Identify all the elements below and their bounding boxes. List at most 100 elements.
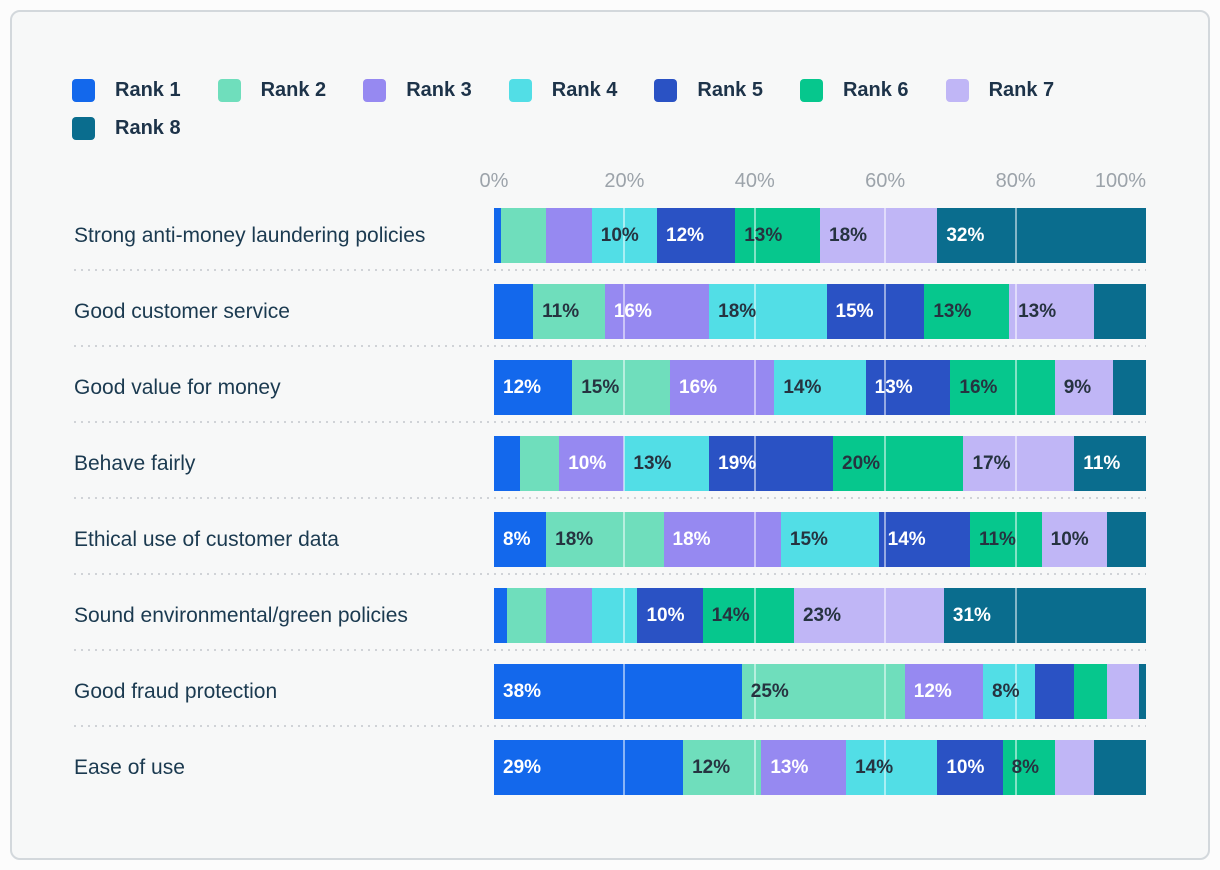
segment-value-label: 29%: [503, 756, 542, 778]
bar-segment-rank-8: [1106, 512, 1146, 567]
bar-segment-rank-6: 14%: [702, 588, 794, 643]
bar-segment-rank-3: 16%: [670, 360, 775, 415]
gridline: [753, 284, 756, 339]
bar-segment-rank-7: 23%: [793, 588, 944, 643]
bar-segment-rank-6: 16%: [950, 360, 1055, 415]
gridline: [1014, 284, 1017, 339]
bar-segment-rank-5: 19%: [709, 436, 834, 491]
segment-value-label: 12%: [692, 756, 731, 778]
segment-value-label: 8%: [1011, 756, 1040, 778]
segment-value-label: 10%: [1050, 528, 1089, 550]
chart-row: Ease of use 29% 12% 13% 14% 10% 8%: [0, 737, 1220, 813]
bar-segment-rank-4: [591, 588, 638, 643]
legend-label: Rank 6: [842, 78, 909, 101]
bar-segment-rank-8: [1093, 284, 1146, 339]
stacked-bar: 12% 15% 16% 14% 13% 16% 9%: [494, 360, 1146, 415]
category-label: Ethical use of customer data: [74, 527, 339, 551]
category-label: Good fraud protection: [74, 679, 278, 703]
bar-segment-rank-2: [500, 208, 547, 263]
bar-segment-rank-2: 12%: [683, 740, 762, 795]
gridline: [884, 740, 887, 795]
bar-segment-rank-4: 13%: [624, 436, 710, 491]
segment-value-label: 15%: [835, 300, 874, 322]
bar-segment-rank-6: 11%: [969, 512, 1042, 567]
bar-segment-rank-6: 13%: [924, 284, 1010, 339]
category-label: Behave fairly: [74, 451, 196, 475]
gridline: [884, 588, 887, 643]
bar-segment-rank-2: 18%: [546, 512, 664, 567]
segment-value-label: 8%: [992, 680, 1020, 702]
gridline: [884, 512, 887, 567]
gridline: [623, 588, 626, 643]
bar-segment-rank-5: 10%: [637, 588, 703, 643]
legend-swatch-icon: [363, 78, 387, 102]
stacked-bar: 8% 18% 18% 15% 14% 11% 10%: [494, 512, 1146, 567]
axis-tick-label: 60%: [865, 170, 906, 192]
category-label: Good customer service: [74, 299, 290, 323]
gridline: [1014, 512, 1017, 567]
bar-segment-rank-5: 10%: [937, 740, 1003, 795]
segment-value-label: 18%: [718, 300, 757, 322]
stacked-bar: 38% 25% 12% 8%: [494, 664, 1146, 719]
bar-segment-rank-7: 10%: [1041, 512, 1107, 567]
bar-segment-rank-3: [546, 588, 592, 643]
legend: Rank 1 Rank 2 Rank 3 Rank 4 Rank 5 Rank 6 Rank…: [72, 78, 1152, 140]
segment-value-label: 13%: [1018, 300, 1057, 322]
stacked-bar: 29% 12% 13% 14% 10% 8%: [494, 740, 1146, 795]
segment-value-label: 31%: [952, 604, 991, 626]
bar-segment-rank-7: 13%: [1009, 284, 1094, 339]
segment-value-label: 12%: [913, 680, 952, 702]
bar-segment-rank-1: 8%: [494, 512, 547, 567]
bar-segment-rank-8: 11%: [1074, 436, 1146, 491]
segment-value-label: 16%: [959, 376, 998, 398]
bar-segment-rank-4: 14%: [774, 360, 866, 415]
legend-swatch-icon: [72, 78, 95, 102]
bar-segment-rank-1: [494, 284, 534, 339]
segment-value-label: 8%: [503, 528, 531, 550]
segment-value-label: 14%: [855, 756, 894, 778]
bar-segment-rank-6: 8%: [1002, 740, 1055, 795]
legend-item-rank-4: Rank 4: [508, 78, 617, 102]
legend-label: Rank 1: [115, 78, 181, 101]
axis-tick-label: 40%: [734, 170, 775, 192]
legend-item-rank-1: Rank 1: [72, 78, 181, 102]
bar-segment-rank-7: 17%: [963, 436, 1075, 491]
bar-segment-rank-8: 32%: [937, 208, 1146, 263]
legend-item-rank-3: Rank 3: [363, 78, 472, 102]
bar-segment-rank-5: 12%: [657, 208, 736, 263]
bar-segment-rank-8: 31%: [943, 588, 1146, 643]
bar-segment-rank-2: 25%: [741, 664, 905, 719]
gridline: [884, 360, 887, 415]
segment-value-label: 15%: [789, 528, 828, 550]
legend-item-rank-2: Rank 2: [217, 78, 327, 102]
segment-value-label: 18%: [555, 528, 594, 550]
legend-label: Rank 2: [260, 78, 327, 101]
segment-value-label: 10%: [600, 224, 639, 246]
stacked-bar: 10% 14% 23% 31%: [494, 588, 1146, 643]
segment-value-label: 12%: [666, 224, 705, 246]
gridline: [623, 664, 626, 719]
segment-value-label: 13%: [633, 452, 672, 474]
bar-segment-rank-4: 15%: [780, 512, 879, 567]
legend-label: Rank 8: [115, 116, 181, 139]
gridline: [1014, 360, 1017, 415]
bar-segment-rank-6: 13%: [735, 208, 820, 263]
bar-segment-rank-7: 18%: [820, 208, 938, 263]
gridline: [753, 512, 756, 567]
bar-segment-rank-1: 38%: [494, 664, 742, 719]
segment-value-label: 10%: [568, 452, 607, 474]
category-label: Good value for money: [74, 375, 281, 399]
gridline: [1014, 740, 1017, 795]
gridline: [623, 436, 626, 491]
bar-segment-rank-8: [1139, 664, 1146, 719]
gridline: [1014, 436, 1017, 491]
chart-row: Strong anti-money laundering policies 10%…: [0, 205, 1220, 281]
legend-item-rank-5: Rank 5: [654, 78, 763, 102]
x-axis: 0% 20% 40% 60% 80% 100%: [480, 170, 1146, 196]
gridline: [753, 740, 756, 795]
segment-value-label: 20%: [842, 452, 881, 474]
category-label: Strong anti-money laundering policies: [74, 223, 426, 247]
gridline: [623, 740, 626, 795]
segment-value-label: 11%: [978, 528, 1016, 550]
legend-item-rank-6: Rank 6: [799, 78, 909, 102]
